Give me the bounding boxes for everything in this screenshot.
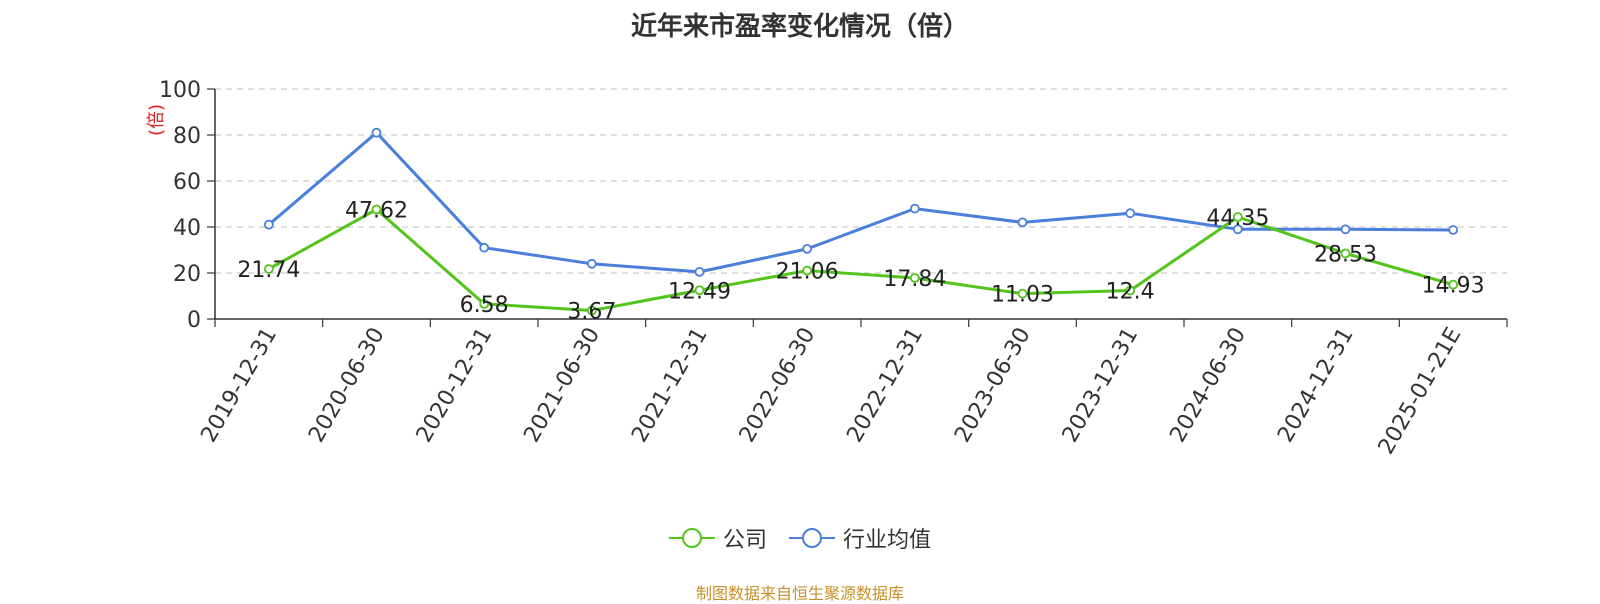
industry-point: [694, 266, 705, 277]
industry-point: [1017, 217, 1028, 228]
industry-point: [802, 243, 813, 254]
industry-point: [1125, 208, 1136, 219]
company-data-label: 6.58: [460, 293, 509, 318]
legend: 公司 行业均值: [0, 522, 1600, 554]
company-data-label: 21.06: [776, 260, 839, 285]
industry-point: [909, 203, 920, 214]
company-data-label: 44.35: [1206, 206, 1269, 231]
company-point: [1125, 285, 1136, 296]
company-data-label: 17.84: [883, 267, 946, 292]
industry-point: [1232, 224, 1243, 235]
x-tick-label: 2025-01-21E: [1374, 324, 1467, 459]
legend-item-industry[interactable]: 行业均值: [789, 522, 931, 554]
industry-point: [1448, 225, 1459, 235]
company-point: [371, 204, 382, 215]
company-data-label: 14.93: [1422, 274, 1485, 299]
x-tick-label: 2024-12-31: [1273, 324, 1359, 447]
industry-point: [371, 127, 382, 138]
company-point: [1232, 212, 1243, 222]
company-point: [909, 273, 920, 283]
x-tick-label: 2021-12-31: [627, 324, 713, 447]
company-point: [1017, 288, 1028, 299]
industry-point: [263, 219, 274, 230]
x-tick-label: 2024-06-30: [1165, 324, 1251, 447]
legend-company-icon: [668, 528, 715, 548]
legend-industry-label: 行业均值: [843, 528, 932, 553]
company-point: [586, 305, 597, 316]
y-tick-label: 60: [173, 170, 201, 195]
industry-point: [479, 242, 490, 253]
y-axis-label: (倍): [146, 104, 167, 136]
company-data-label: 28.53: [1314, 242, 1377, 267]
company-point: [1340, 248, 1351, 259]
company-data-label: 12.49: [668, 279, 731, 304]
company-data-label: 3.67: [567, 300, 616, 325]
company-data-label: 21.74: [237, 258, 300, 283]
x-tick-label: 2022-12-31: [842, 323, 928, 446]
y-tick-label: 40: [173, 216, 201, 241]
company-point: [1448, 279, 1459, 290]
legend-company-label: 公司: [722, 528, 767, 553]
y-tick-label: 0: [187, 308, 201, 333]
company-point: [263, 264, 274, 274]
x-tick-label: 2023-06-30: [950, 324, 1036, 447]
y-tick-label: 100: [159, 78, 201, 103]
legend-item-company[interactable]: 公司: [668, 522, 767, 554]
data-source-note: 制图数据来自恒生聚源数据库: [695, 584, 904, 603]
company-data-label: 47.62: [345, 198, 408, 223]
x-tick-label: 2023-12-31: [1058, 324, 1144, 447]
x-tick-label: 2022-06-30: [735, 324, 821, 447]
x-tick-label: 2020-12-31: [412, 323, 498, 446]
y-tick-label: 20: [173, 262, 201, 287]
x-tick-label: 2020-06-30: [304, 324, 390, 447]
y-tick-label: 80: [173, 124, 201, 149]
company-point: [694, 285, 705, 296]
x-tick-label: 2021-06-30: [519, 324, 605, 447]
industry-series-line: [267, 131, 1454, 274]
company-series-line: [268, 207, 1454, 313]
company-data-label: 12.4: [1106, 279, 1155, 304]
company-point: [802, 265, 813, 276]
chart-title: 近年来市盈率变化情况（倍）: [630, 12, 969, 42]
industry-point: [1340, 224, 1351, 235]
legend-industry-icon: [789, 528, 835, 548]
x-tick-label: 2019-12-31: [196, 324, 282, 447]
company-data-label: 11.03: [991, 283, 1054, 308]
company-point: [479, 298, 490, 309]
industry-point: [586, 258, 597, 269]
